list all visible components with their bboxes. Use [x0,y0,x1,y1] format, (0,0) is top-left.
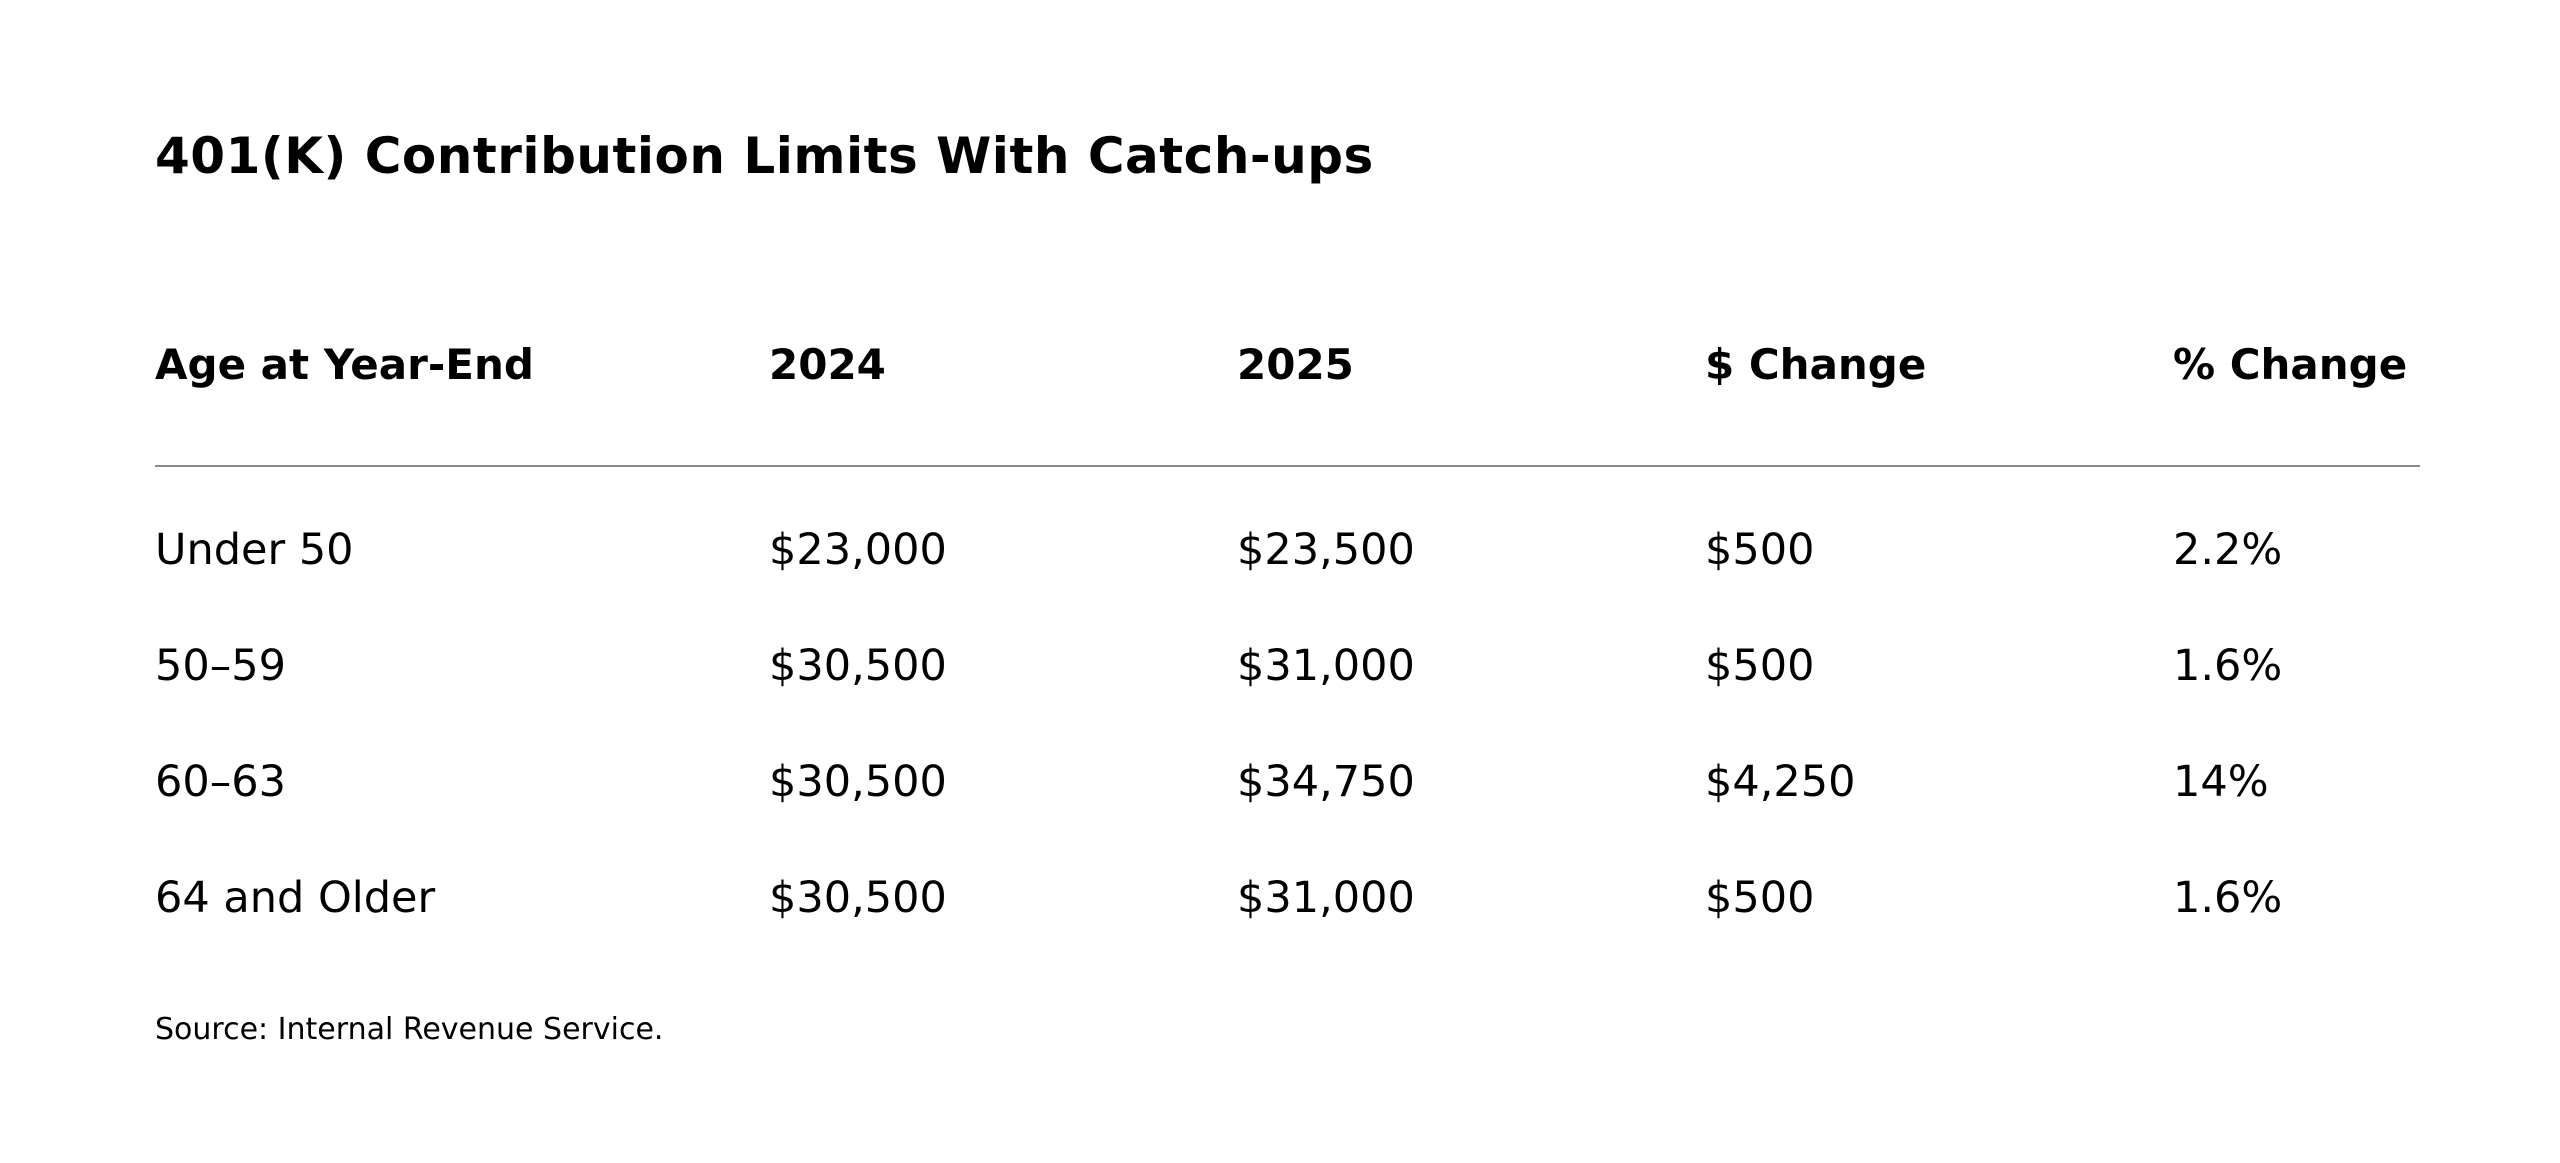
table-row: 60–63 $30,500 $34,750 $4,250 14% [155,752,2420,868]
table-cell-2025: $31,000 [1237,641,1415,691]
table-cell-2025: $31,000 [1237,873,1415,923]
table-cell-age: 64 and Older [155,873,436,923]
table-cell-dollar-change: $4,250 [1705,757,1856,807]
table-cell-percent-change: 2.2% [2173,525,2283,575]
table-header-row: Age at Year-End 2024 2025 $ Change % Cha… [155,325,2420,467]
table-cell-age: Under 50 [155,525,354,575]
table-cell-percent-change: 14% [2173,757,2269,807]
table-cell-age: 50–59 [155,641,286,691]
table-cell-age: 60–63 [155,757,286,807]
table-cell-2024: $30,500 [769,757,947,807]
table-row: 50–59 $30,500 $31,000 $500 1.6% [155,636,2420,752]
contribution-limits-table: Age at Year-End 2024 2025 $ Change % Cha… [155,325,2420,984]
column-header-dollar-change: $ Change [1705,340,1927,389]
document-page: 401(K) Contribution Limits With Catch-up… [155,0,2420,1163]
column-header-2024: 2024 [769,340,886,389]
table-cell-2025: $23,500 [1237,525,1415,575]
table-cell-2025: $34,750 [1237,757,1415,807]
page-title: 401(K) Contribution Limits With Catch-up… [155,127,1374,185]
column-header-2025: 2025 [1237,340,1354,389]
table-row: 64 and Older $30,500 $31,000 $500 1.6% [155,868,2420,984]
table-cell-2024: $30,500 [769,641,947,691]
table-cell-2024: $30,500 [769,873,947,923]
table-cell-dollar-change: $500 [1705,525,1815,575]
table-cell-2024: $23,000 [769,525,947,575]
table-cell-dollar-change: $500 [1705,873,1815,923]
table-cell-percent-change: 1.6% [2173,641,2283,691]
column-header-age: Age at Year-End [155,340,534,389]
table-cell-percent-change: 1.6% [2173,873,2283,923]
table-cell-dollar-change: $500 [1705,641,1815,691]
column-header-percent-change: % Change [2173,340,2408,389]
source-note: Source: Internal Revenue Service. [155,1012,664,1047]
table-row: Under 50 $23,000 $23,500 $500 2.2% [155,520,2420,636]
